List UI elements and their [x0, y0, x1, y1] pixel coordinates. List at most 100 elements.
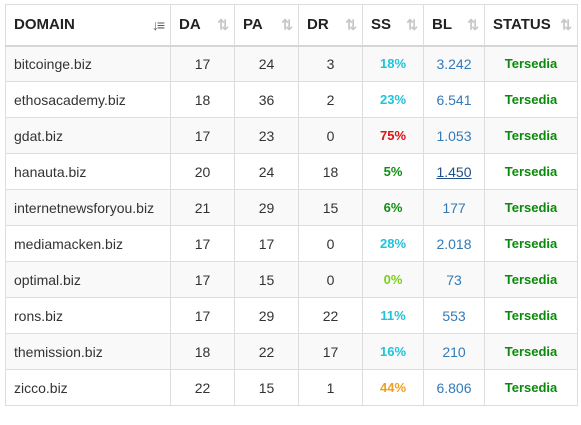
- column-header-label: PA: [243, 16, 263, 34]
- column-header-label: STATUS: [493, 16, 551, 34]
- column-header-label: DA: [179, 16, 201, 34]
- dr-cell: 3: [298, 45, 363, 82]
- status-cell: Tersedia: [484, 117, 578, 154]
- column-header-status[interactable]: STATUS ⇅: [484, 4, 578, 47]
- table-row: optimal.biz 17 15 0 0% 73 Tersedia: [5, 261, 578, 298]
- da-cell: 17: [170, 117, 235, 154]
- bl-cell: 3.242: [423, 45, 485, 82]
- ss-cell: 6%: [362, 189, 424, 226]
- da-cell: 17: [170, 45, 235, 82]
- pa-cell: 24: [234, 45, 299, 82]
- column-header-ss[interactable]: SS ⇅: [362, 4, 424, 47]
- dr-cell: 2: [298, 81, 363, 118]
- header-row: DOMAIN ↓≡ DA ⇅ PA ⇅ DR ⇅ SS ⇅ BL ⇅ STATUS ⇅: [5, 4, 578, 47]
- da-cell: 21: [170, 189, 235, 226]
- dr-cell: 1: [298, 369, 363, 406]
- bl-cell: 73: [423, 261, 485, 298]
- bl-cell: 210: [423, 333, 485, 370]
- da-cell: 17: [170, 297, 235, 334]
- column-header-label: BL: [432, 16, 452, 34]
- pa-cell: 36: [234, 81, 299, 118]
- column-header-domain[interactable]: DOMAIN ↓≡: [5, 4, 171, 47]
- status-cell: Tersedia: [484, 225, 578, 262]
- pa-cell: 23: [234, 117, 299, 154]
- column-header-label: DR: [307, 16, 329, 34]
- bl-cell: 1.053: [423, 117, 485, 154]
- ss-cell: 0%: [362, 261, 424, 298]
- table-row: internetnewsforyou.biz 21 29 15 6% 177 Tersedi…: [5, 189, 578, 226]
- domain-table: DOMAIN ↓≡ DA ⇅ PA ⇅ DR ⇅ SS ⇅ BL ⇅ STATUS ⇅ bitcoinge…: [5, 4, 578, 406]
- da-cell: 17: [170, 225, 235, 262]
- dr-cell: 0: [298, 225, 363, 262]
- pa-cell: 29: [234, 189, 299, 226]
- status-cell: Tersedia: [484, 81, 578, 118]
- sort-icon[interactable]: ⇅: [281, 16, 293, 33]
- pa-cell: 15: [234, 261, 299, 298]
- ss-cell: 23%: [362, 81, 424, 118]
- dr-cell: 15: [298, 189, 363, 226]
- ss-cell: 44%: [362, 369, 424, 406]
- domain-cell: zicco.biz: [5, 369, 171, 406]
- table-row: rons.biz 17 29 22 11% 553 Tersedia: [5, 297, 578, 334]
- sort-icon[interactable]: ⇅: [406, 16, 418, 33]
- table-row: zicco.biz 22 15 1 44% 6.806 Tersedia: [5, 369, 578, 406]
- da-cell: 18: [170, 81, 235, 118]
- pa-cell: 15: [234, 369, 299, 406]
- table-header: DOMAIN ↓≡ DA ⇅ PA ⇅ DR ⇅ SS ⇅ BL ⇅ STATUS ⇅: [5, 4, 578, 47]
- sort-icon[interactable]: ⇅: [345, 16, 357, 33]
- pa-cell: 29: [234, 297, 299, 334]
- domain-cell: mediamacken.biz: [5, 225, 171, 262]
- domain-cell: internetnewsforyou.biz: [5, 189, 171, 226]
- dr-cell: 17: [298, 333, 363, 370]
- ss-cell: 28%: [362, 225, 424, 262]
- domain-cell: optimal.biz: [5, 261, 171, 298]
- ss-cell: 11%: [362, 297, 424, 334]
- column-header-da[interactable]: DA ⇅: [170, 4, 235, 47]
- ss-cell: 5%: [362, 153, 424, 190]
- pa-cell: 24: [234, 153, 299, 190]
- bl-cell: 6.806: [423, 369, 485, 406]
- column-header-label: SS: [371, 16, 392, 34]
- column-header-dr[interactable]: DR ⇅: [298, 4, 363, 47]
- bl-cell: 553: [423, 297, 485, 334]
- domain-table-container: DOMAIN ↓≡ DA ⇅ PA ⇅ DR ⇅ SS ⇅ BL ⇅ STATUS ⇅ bitcoinge…: [5, 4, 578, 406]
- da-cell: 22: [170, 369, 235, 406]
- domain-cell: themission.biz: [5, 333, 171, 370]
- domain-cell: gdat.biz: [5, 117, 171, 154]
- pa-cell: 22: [234, 333, 299, 370]
- table-row: themission.biz 18 22 17 16% 210 Tersedia: [5, 333, 578, 370]
- column-header-pa[interactable]: PA ⇅: [234, 4, 299, 47]
- dr-cell: 22: [298, 297, 363, 334]
- status-cell: Tersedia: [484, 189, 578, 226]
- status-cell: Tersedia: [484, 153, 578, 190]
- bl-cell: 2.018: [423, 225, 485, 262]
- domain-cell: rons.biz: [5, 297, 171, 334]
- da-cell: 17: [170, 261, 235, 298]
- domain-cell: ethosacademy.biz: [5, 81, 171, 118]
- sort-alpha-down-icon[interactable]: ↓≡: [151, 16, 165, 33]
- da-cell: 18: [170, 333, 235, 370]
- domain-cell: bitcoinge.biz: [5, 45, 171, 82]
- domain-cell: hanauta.biz: [5, 153, 171, 190]
- sort-icon[interactable]: ⇅: [467, 16, 479, 33]
- table-row: ethosacademy.biz 18 36 2 23% 6.541 Tersedia: [5, 81, 578, 118]
- column-header-label: DOMAIN: [14, 16, 75, 34]
- ss-cell: 16%: [362, 333, 424, 370]
- bl-link[interactable]: 1.450: [436, 163, 472, 180]
- dr-cell: 0: [298, 261, 363, 298]
- bl-cell: 6.541: [423, 81, 485, 118]
- status-cell: Tersedia: [484, 333, 578, 370]
- ss-cell: 75%: [362, 117, 424, 154]
- table-body: bitcoinge.biz 17 24 3 18% 3.242 Tersedia ethosa…: [5, 45, 578, 406]
- bl-cell: 1.450: [423, 153, 485, 190]
- dr-cell: 0: [298, 117, 363, 154]
- status-cell: Tersedia: [484, 297, 578, 334]
- column-header-bl[interactable]: BL ⇅: [423, 4, 485, 47]
- status-cell: Tersedia: [484, 261, 578, 298]
- sort-icon[interactable]: ⇅: [217, 16, 229, 33]
- status-cell: Tersedia: [484, 369, 578, 406]
- table-row: mediamacken.biz 17 17 0 28% 2.018 Tersedia: [5, 225, 578, 262]
- table-row: gdat.biz 17 23 0 75% 1.053 Tersedia: [5, 117, 578, 154]
- dr-cell: 18: [298, 153, 363, 190]
- sort-icon[interactable]: ⇅: [560, 16, 572, 33]
